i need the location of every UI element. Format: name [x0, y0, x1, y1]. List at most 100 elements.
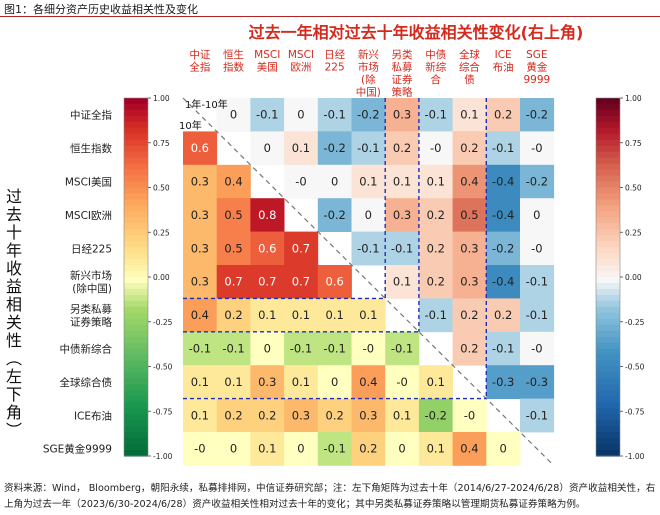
heatmap-cell [317, 265, 352, 299]
cell-value: 0 [297, 108, 304, 122]
colorbar-right-tick-label: -1.00 [625, 452, 645, 461]
colorbar-left-gradient [124, 336, 148, 344]
colorbar-left-gradient [124, 438, 148, 445]
colorbar-right-gradient [596, 378, 620, 385]
row-label-line: 日经225 [71, 242, 112, 255]
heatmap-cell [452, 398, 487, 433]
cell-value: 0.1 [292, 308, 310, 322]
row-label-line: 中债新综合 [60, 343, 113, 356]
colorbar-left-tick-label: -1.00 [153, 452, 173, 461]
col-label-line: 美国 [257, 61, 278, 74]
colorbar-left-gradient [124, 390, 148, 397]
colorbar-left-gradient [124, 444, 148, 451]
colorbar-right-gradient [596, 223, 620, 230]
colorbar-left-gradient [124, 324, 148, 332]
colorbar-right-gradient [596, 169, 620, 177]
cell-value: 0.1 [427, 175, 445, 189]
cell-value: -0.1 [189, 342, 211, 356]
colorbar-right-gradient [596, 420, 620, 427]
cell-value: -0.1 [526, 275, 548, 289]
cell-value: -0.2 [425, 408, 447, 422]
cell-value: 0.7 [224, 275, 242, 289]
y-axis-label: 过去十年收益相关性︵左下角︶ [6, 187, 22, 440]
colorbar-left-gradient [124, 98, 148, 105]
heatmap-cell [520, 365, 555, 399]
heatmap-cell [351, 398, 386, 433]
colorbar-right-gradient [596, 211, 620, 218]
heatmap-cell [452, 432, 487, 466]
heatmap-cell [284, 432, 319, 466]
heatmap-cell [317, 298, 352, 333]
heatmap-cell [284, 265, 319, 299]
heatmap-cell [216, 198, 251, 232]
cell-value: -0.1 [425, 108, 447, 122]
cell-value: -0.2 [323, 141, 345, 155]
row-label: ICE布油 [74, 409, 112, 422]
colorbar-left-gradient [124, 277, 148, 284]
y-axis-char: 去 [6, 205, 22, 224]
heatmap-cell [183, 365, 218, 399]
cell-value: 0.2 [494, 108, 512, 122]
cell-value: 0.4 [460, 175, 478, 189]
colorbar-right-gradient [596, 121, 620, 129]
col-label-line: ICE [495, 49, 512, 61]
row-label-line: 新兴市场 [70, 269, 112, 282]
heatmap-cell [486, 432, 521, 466]
colorbar-right-gradient [596, 139, 620, 147]
y-axis-char: 十 [6, 223, 22, 242]
col-label-line: 恒生 [223, 48, 244, 61]
colorbar-left-gradient [124, 109, 148, 117]
cell-value: -0.1 [526, 308, 548, 322]
cell-value: 0 [297, 442, 304, 456]
colorbar-left-gradient [124, 163, 148, 171]
colorbar-left-gradient [124, 306, 148, 314]
row-label-line: (除中国) [72, 282, 112, 295]
heatmap-cell [351, 365, 386, 399]
heatmap-cell [385, 365, 420, 399]
cell-value: -0.1 [526, 408, 548, 422]
colorbar-left-gradient [124, 211, 148, 218]
y-axis-char: 左 [6, 367, 22, 386]
col-label-line: 中债 [425, 48, 446, 61]
col-label-line: 合 [431, 73, 442, 86]
cell-value: -0 [194, 442, 205, 456]
col-label-line: 全指 [189, 61, 210, 74]
heatmap-cell [452, 131, 487, 166]
colorbar-right-gradient [596, 288, 620, 296]
diag-label-upper: 1年-10年 [185, 98, 228, 111]
heatmap-cell [351, 98, 386, 132]
cell-value: 0.2 [427, 275, 445, 289]
heatmap-cell [418, 231, 453, 266]
colorbar-left-tick-label: -0.75 [153, 407, 173, 416]
heatmap-cell [351, 298, 386, 333]
colorbar-left-gradient [124, 360, 148, 368]
colorbar-left-gradient [124, 372, 148, 380]
colorbar-left-gradient [124, 259, 148, 266]
cell-value: 0.2 [224, 408, 242, 422]
heatmap-cell [486, 298, 521, 333]
cell-value: 0.3 [191, 208, 209, 222]
heatmap-cell [250, 131, 285, 166]
heatmap-cell [317, 398, 352, 433]
col-label-line: SGE [526, 49, 547, 61]
cell-value: 0 [230, 442, 237, 456]
cell-value: -0.2 [526, 175, 548, 189]
col-label: SGE 黄金 9999 [523, 49, 550, 86]
row-label: MSCI美国 [65, 176, 112, 189]
heatmap-cell [418, 265, 453, 299]
colorbar-right-gradient [596, 282, 620, 290]
colorbar-right-gradient [596, 151, 620, 159]
cell-value: 0 [533, 208, 540, 222]
colorbar-right-gradient [596, 103, 620, 111]
colorbar-right-gradient [596, 294, 620, 302]
heatmap-cell [317, 131, 352, 166]
heatmap-cell [418, 131, 453, 166]
cell-value: -0.4 [492, 275, 514, 289]
y-axis-char: 下 [6, 385, 22, 404]
colorbar-left-gradient [124, 384, 148, 391]
col-label-line: 综合 [459, 61, 480, 74]
heatmap-cell [216, 265, 251, 299]
colorbar-right-tick-label: 0.25 [625, 228, 642, 237]
colorbar-left-gradient [124, 157, 148, 165]
row-label: 日经225 [71, 242, 112, 255]
